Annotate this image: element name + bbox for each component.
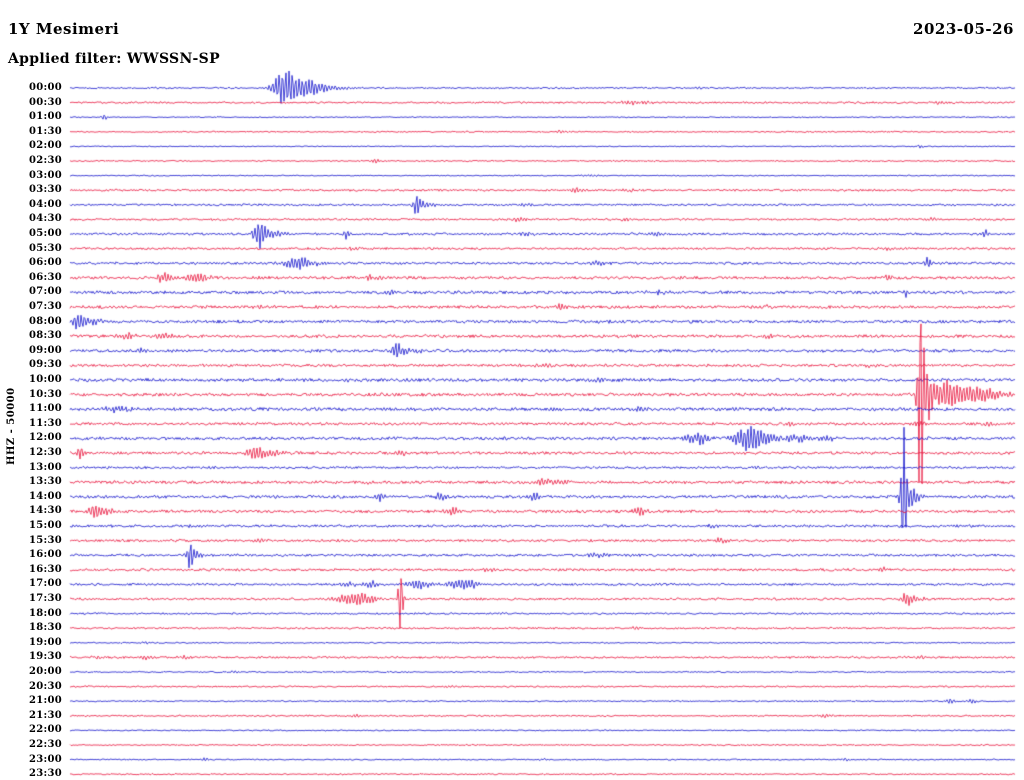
- time-label: 21:30: [28, 709, 62, 721]
- time-label: 07:30: [28, 301, 62, 312]
- time-label: 20:00: [28, 666, 62, 677]
- time-label: 19:30: [28, 651, 62, 663]
- time-label: 14:00: [28, 490, 62, 502]
- time-label: 01:00: [28, 111, 62, 123]
- time-label: 19:00: [28, 636, 62, 648]
- time-label: 07:00: [28, 286, 62, 298]
- time-label: 22:30: [28, 739, 62, 750]
- time-axis: 00:00 00:30 01:00 01:30 02:00 02:30 03:00 03:30…: [0, 0, 66, 780]
- time-label: 06:30: [28, 271, 62, 283]
- time-label: 15:00: [28, 520, 62, 531]
- time-label: 10:00: [28, 374, 62, 385]
- date-label: 2023-05-26: [913, 20, 1014, 38]
- time-label: 14:30: [28, 505, 62, 517]
- time-label: 20:30: [28, 680, 62, 692]
- time-label: 16:00: [28, 549, 62, 561]
- time-label: 00:30: [28, 96, 62, 108]
- time-label: 09:00: [28, 344, 62, 356]
- time-label: 13:30: [28, 476, 62, 488]
- time-label: 12:00: [28, 432, 62, 444]
- time-label: 02:30: [28, 155, 62, 166]
- time-label: 04:00: [28, 198, 62, 210]
- time-label: 08:30: [28, 330, 62, 342]
- time-label: 12:30: [28, 447, 62, 458]
- time-label: 13:00: [28, 461, 62, 473]
- time-label: 21:00: [28, 695, 62, 707]
- time-label: 23:00: [28, 753, 62, 765]
- time-label: 05:30: [28, 242, 62, 254]
- time-label: 01:30: [28, 125, 62, 137]
- time-label: 09:30: [28, 359, 62, 371]
- time-label: 16:30: [28, 563, 62, 575]
- time-label: 18:30: [28, 622, 62, 634]
- filter-label: Applied filter: WWSSN-SP: [8, 51, 220, 67]
- time-label: 05:00: [28, 228, 62, 239]
- time-label: 22:00: [28, 724, 62, 736]
- station-title: 1Y Mesimeri: [8, 20, 120, 38]
- time-label: 11:00: [28, 403, 62, 415]
- time-label: 10:30: [28, 388, 62, 400]
- time-label: 08:00: [28, 315, 62, 327]
- time-label: 17:00: [28, 578, 62, 590]
- time-label: 23:30: [28, 768, 62, 780]
- time-label: 18:00: [28, 607, 62, 619]
- time-label: 17:30: [28, 593, 62, 604]
- time-label: 11:30: [28, 417, 62, 429]
- time-label: 02:00: [28, 140, 62, 152]
- time-label: 15:30: [28, 534, 62, 546]
- time-label: 00:00: [28, 82, 62, 93]
- time-label: 03:00: [28, 169, 62, 181]
- time-label: 06:00: [28, 257, 62, 269]
- time-label: 03:30: [28, 184, 62, 196]
- time-label: 04:30: [28, 213, 62, 225]
